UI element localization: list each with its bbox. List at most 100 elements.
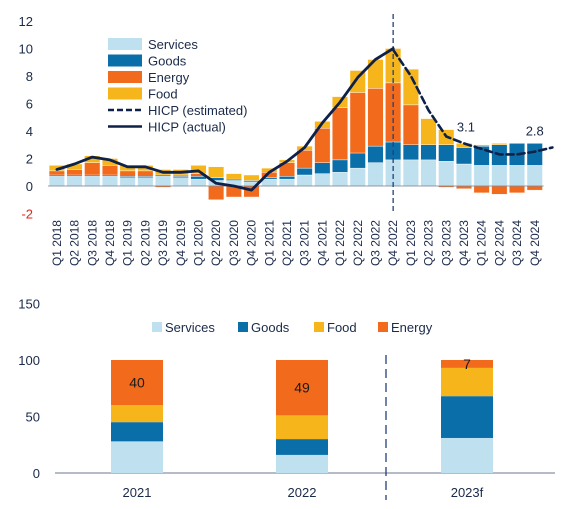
bar-services [296,174,313,187]
x-tick-label: Q1 2023 [404,220,418,266]
bar-goods [119,176,136,178]
line-hicp-actual [55,47,395,192]
x-tick-label: Q1 2019 [121,220,135,266]
x-tick-label: Q1 2021 [262,220,276,266]
bar-energy [491,185,508,195]
x-tick-label: Q3 2024 [510,220,524,266]
legend-label: Goods [148,54,187,69]
y-tick-label: 0 [33,466,40,481]
bar-energy [276,360,328,416]
bar-services [491,165,508,187]
x-tick-label: Q4 2022 [386,220,400,266]
bar-food [111,405,163,423]
bar-goods [137,176,154,178]
x-tick-label: Q3 2019 [156,220,170,266]
bar-goods [84,174,101,177]
x-tick-label: Q1 2018 [50,220,64,266]
x-tick-label: Q4 2023 [457,220,471,266]
bar-services [279,178,295,187]
bar-goods [438,144,455,162]
annotation-label: 3.1 [457,119,475,134]
legend-label: Energy [148,70,190,85]
legend-swatch [108,71,142,83]
x-tick-label: Q4 2024 [528,220,542,266]
bar-energy [208,185,225,200]
bar-goods [367,145,384,163]
bar-energy [66,169,83,176]
bar-services [314,173,331,187]
bar-energy [84,162,101,176]
y-tick-label: 10 [19,42,33,57]
legend-swatch [152,322,162,332]
data-label: 49 [294,380,310,396]
bar-goods [402,144,419,161]
x-tick-label: Q4 2021 [315,220,329,266]
bar-services [66,176,83,187]
y-tick-label: 8 [26,69,33,84]
bar-services [261,178,278,187]
x-tick-label: Q2 2022 [351,220,365,266]
bar-goods [526,143,543,166]
x-tick-label: Q2 2024 [492,220,506,266]
legend-label: Food [148,87,178,102]
bar-services [84,176,101,187]
bar-food [225,173,242,180]
bar-services [349,167,366,187]
x-tick-label: Q3 2023 [439,220,453,266]
bar-energy [367,88,384,147]
legend-label: Energy [391,320,433,335]
x-tick-label: Q1 2022 [333,220,347,266]
bar-services [101,176,118,187]
x-tick-label: Q4 2020 [245,220,259,266]
bar-goods [243,180,260,183]
bar-goods [172,176,189,178]
data-label: 7 [463,356,471,372]
bar-services [48,176,65,187]
bar-goods [332,159,348,173]
bar-goods [225,178,242,181]
bar-goods [296,167,313,176]
x-tick-label: Q2 2018 [68,220,82,266]
bar-goods [456,147,472,165]
legend-swatch [238,322,248,332]
x-tick-label: Q1 2024 [475,220,489,266]
bar-food [491,143,508,145]
y-tick-label: -2 [21,207,33,222]
top-chart: -2 0 2 4 6 8 10 12 3.1 2.8 Q1 2018 Q2 2018 Q3 2018 Q4… [19,14,554,266]
bar-energy [349,92,366,154]
bar-services [438,161,455,187]
bar-goods [279,176,295,180]
y-tick-label: 6 [26,97,33,112]
bar-goods [48,174,65,177]
legend-swatch [108,38,142,50]
bar-energy [456,185,472,189]
legend-swatch [314,322,324,332]
bar-goods [420,144,437,161]
x-tick-label: Q3 2020 [227,220,241,266]
bar-services [402,159,419,187]
line-hicp-estimated [391,48,554,156]
bar-energy [111,360,163,406]
bar-services [526,165,543,187]
bar-energy [332,107,348,161]
bar-energy [137,170,154,177]
legend-swatch [108,87,142,100]
bar-energy [509,185,525,194]
x-tick-label: Q3 2021 [298,220,312,266]
x-tick-label: Q1 2020 [191,220,205,266]
y-tick-label: 12 [19,14,33,29]
y-tick-label: 4 [26,124,33,139]
y-tick-label: 100 [18,353,40,368]
bar-food [420,118,437,145]
x-tick-label: 2022 [288,485,317,500]
bar-energy [473,185,490,194]
bar-services [119,177,136,187]
bar-services [276,454,328,473]
bar-services [190,178,207,187]
bottom-chart: 0 50 100 150 40 49 7 2021 2022 2023f Services Goods… [18,297,555,500]
bar-energy [402,104,419,145]
legend-label: Services [148,37,198,52]
y-tick-label: 150 [18,297,40,312]
